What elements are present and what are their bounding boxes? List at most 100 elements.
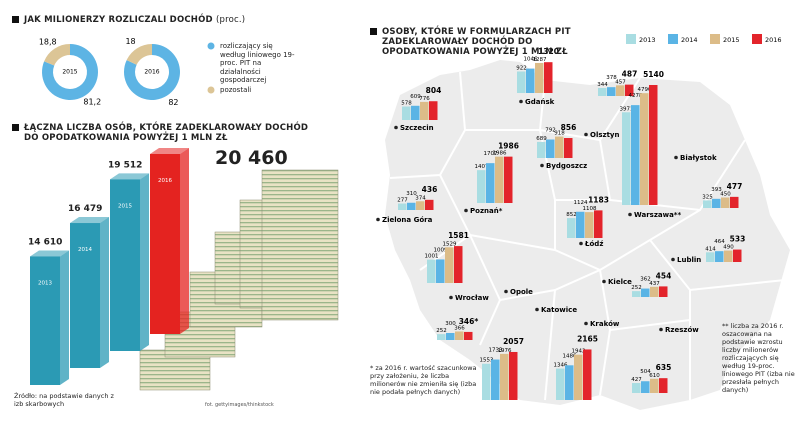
- map-bar: [641, 288, 650, 297]
- city-label: Kielce: [608, 278, 632, 286]
- pie-slice: [126, 44, 152, 65]
- map-bar-label: 300: [445, 321, 456, 327]
- city-label: Olsztyn: [590, 131, 620, 139]
- map-bar-label: 1986: [493, 151, 507, 157]
- map-bar-label: 477: [727, 182, 743, 191]
- map-bar: [402, 106, 411, 120]
- city-dot: [628, 212, 632, 217]
- pie-subtitle: (proc.): [215, 15, 246, 25]
- city-label: Bydgoszcz: [546, 162, 587, 170]
- legend-label: 2014: [681, 36, 698, 44]
- map-bar-label: 1976: [498, 348, 512, 354]
- map-bar: [564, 138, 573, 158]
- city-dot: [579, 241, 583, 246]
- city-dot: [449, 295, 453, 300]
- map-bar: [733, 249, 742, 262]
- pie-title-text: JAK MILIONERZY ROZLICZALI DOCHÓD: [24, 15, 213, 25]
- map-bar-label: 2165: [577, 334, 598, 343]
- map-bar: [730, 196, 739, 208]
- pie-value-label: 18: [125, 37, 135, 46]
- map-bar-label: 5140: [643, 70, 664, 79]
- bar-top: [110, 173, 149, 180]
- map-bar: [567, 218, 576, 238]
- map-bar: [429, 101, 438, 120]
- city-label: Wrocław: [455, 294, 489, 302]
- map-bar: [585, 212, 594, 238]
- map-bar: [641, 381, 650, 393]
- map-bar: [420, 101, 429, 120]
- pie-title: JAK MILIONERZY ROZLICZALI DOCHÓD (proc.): [24, 15, 245, 25]
- map-bar: [721, 197, 730, 208]
- map-bar: [425, 199, 434, 210]
- map-bar-label: 393: [711, 187, 722, 193]
- bar-side: [140, 173, 149, 351]
- city-label: Zielona Góra: [382, 216, 433, 224]
- city-dot: [584, 132, 588, 137]
- map-bar: [411, 105, 420, 120]
- bar-value-label: 14 610: [28, 237, 62, 247]
- map-bar-label: 366: [454, 325, 465, 331]
- city-dot: [519, 99, 523, 104]
- map-bar: [724, 250, 733, 262]
- map-bar: [659, 378, 668, 393]
- map-bar-label: 1346: [554, 363, 568, 369]
- map-bar-label: 918: [554, 131, 565, 137]
- map-bar-label: 362: [640, 277, 651, 283]
- map-bar: [650, 378, 659, 393]
- bar: [110, 179, 140, 351]
- city-dot: [674, 155, 678, 160]
- map-bar: [607, 87, 616, 96]
- bar-top: [30, 250, 69, 257]
- map-bar: [544, 62, 553, 93]
- map-bar: [407, 202, 416, 210]
- map-bar: [526, 68, 535, 93]
- map-bar: [454, 246, 463, 283]
- city-dot: [464, 208, 468, 213]
- map-bar-label: 374: [415, 195, 426, 201]
- map-bar-label: 4278: [629, 93, 643, 99]
- map-bar: [594, 210, 603, 238]
- map-bar-label: 378: [606, 75, 617, 81]
- map-bar-label: 792: [545, 128, 556, 134]
- pie-value-label: 81,2: [83, 97, 101, 106]
- legend-swatch: [710, 34, 720, 44]
- map-bar-label: 277: [397, 198, 408, 204]
- map-bar: [659, 286, 668, 297]
- map-bar: [455, 331, 464, 340]
- map-bar-label: 427: [631, 377, 642, 383]
- map-bar: [712, 198, 721, 208]
- map-bar-label: 610: [649, 373, 660, 379]
- map-bar: [616, 85, 625, 96]
- map-bar: [583, 349, 592, 400]
- bar-top: [150, 148, 189, 154]
- title-icon: [12, 124, 19, 131]
- map-bar-label: 1553: [480, 358, 494, 364]
- map-bar-label: 689: [536, 136, 547, 142]
- footnote: * za 2016 r. wartość szacunkowa przy zał…: [370, 364, 477, 396]
- map-bar: [504, 156, 513, 203]
- bar-category: 2015: [118, 203, 132, 209]
- legend-swatch: [207, 86, 215, 94]
- map-bar: [632, 291, 641, 297]
- city-label: Białystok: [680, 154, 717, 162]
- map-bar-label: 454: [656, 271, 672, 280]
- map-bar: [398, 203, 407, 210]
- map-bar-label: 252: [436, 328, 447, 334]
- bar: [150, 154, 180, 334]
- bar-value-label: 19 512: [108, 160, 142, 170]
- map-bar-label: 457: [615, 79, 626, 85]
- legend-swatch: [207, 42, 215, 50]
- map-bar: [555, 136, 564, 158]
- city-label: Rzeszów: [665, 326, 699, 334]
- map-bar-label: 533: [730, 235, 746, 244]
- city-label: Łódź: [584, 240, 603, 248]
- map-bar-label: 1942: [572, 349, 586, 355]
- map-bar-label: 1986: [498, 142, 519, 151]
- title-icon: [370, 28, 377, 35]
- map-bar-label: 922: [516, 65, 527, 71]
- map-bar: [574, 354, 583, 400]
- pie-center-label: 2016: [144, 69, 159, 76]
- map-bar-label: 1108: [583, 206, 597, 212]
- map-bar-label: 776: [419, 96, 430, 102]
